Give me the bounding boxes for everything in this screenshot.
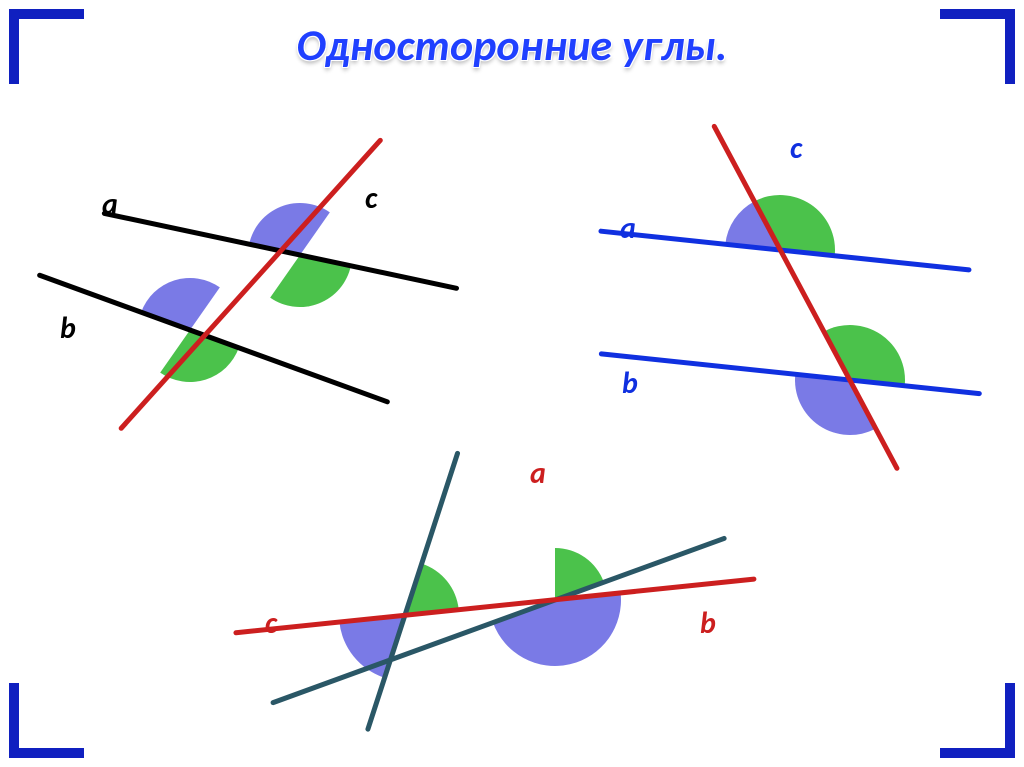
d3-label-b: b [700,605,716,642]
diagram-bottom [0,0,1024,767]
d3-label-a: a [530,455,546,492]
d3-label-c: c [265,605,277,642]
